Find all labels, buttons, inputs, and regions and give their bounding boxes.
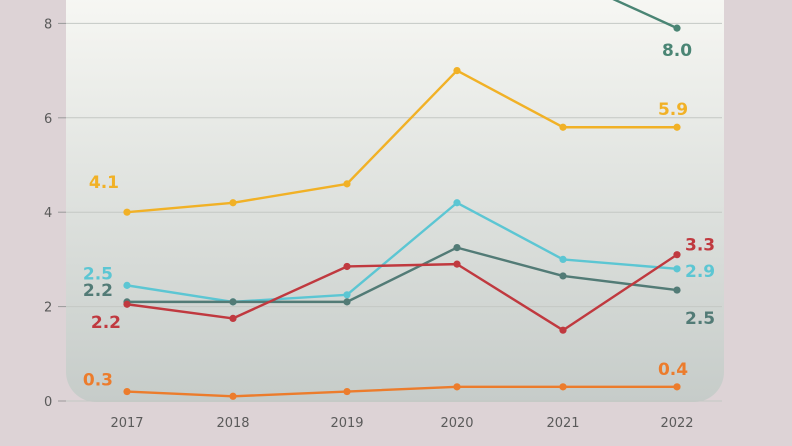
data-label: 0.3 xyxy=(83,371,113,391)
data-point xyxy=(673,265,681,273)
data-point xyxy=(673,251,681,259)
data-point xyxy=(343,180,351,188)
data-label: 2.9 xyxy=(685,262,715,282)
x-tick-label: 2017 xyxy=(110,416,143,431)
data-point xyxy=(673,24,681,32)
data-point xyxy=(123,208,131,216)
data-point xyxy=(559,123,567,131)
data-label: 2.2 xyxy=(83,281,113,301)
data-point xyxy=(559,383,567,391)
data-point xyxy=(343,262,351,271)
data-point xyxy=(343,291,351,299)
data-point xyxy=(123,387,131,396)
series-1: 4.1 5.9 xyxy=(89,67,688,216)
data-point xyxy=(343,387,351,396)
y-tick-label: 0 xyxy=(44,395,52,410)
x-tick-label: 2021 xyxy=(546,416,579,431)
data-point xyxy=(559,255,567,263)
plot-panel xyxy=(66,0,724,402)
x-tick-label: 2018 xyxy=(216,416,249,431)
data-label: 2.5 xyxy=(685,309,715,329)
series-line xyxy=(612,0,678,30)
data-point xyxy=(453,199,461,207)
x-tick-label: 2020 xyxy=(440,416,473,431)
series-line xyxy=(127,246,678,304)
y-tick-label: 6 xyxy=(44,112,52,127)
data-point xyxy=(453,67,461,75)
x-tick-label: 2019 xyxy=(330,416,363,431)
data-point xyxy=(229,298,237,306)
series-4: 2.2 3.3 xyxy=(91,236,715,334)
series-line xyxy=(126,201,678,304)
series-2: 2.5 2.9 xyxy=(83,199,715,306)
data-label: 4.1 xyxy=(89,173,119,193)
series-line xyxy=(126,253,678,332)
data-point xyxy=(453,260,461,268)
data-point xyxy=(559,326,567,334)
data-label: 2.5 xyxy=(83,264,113,284)
y-tick-label: 4 xyxy=(44,206,52,221)
data-point xyxy=(123,281,131,289)
data-point xyxy=(343,298,351,306)
data-point xyxy=(453,244,461,252)
series-line xyxy=(126,385,677,398)
data-label: 3.3 xyxy=(685,236,715,256)
series-line xyxy=(126,69,677,214)
data-label: 2.2 xyxy=(91,313,121,333)
x-tick-label: 2022 xyxy=(660,416,693,431)
data-point xyxy=(673,383,681,391)
data-label: 0.4 xyxy=(658,360,688,380)
data-point xyxy=(229,199,237,207)
data-point xyxy=(673,123,681,131)
y-tick-label: 8 xyxy=(44,17,52,32)
data-point xyxy=(453,383,461,391)
series-0: 8.0 xyxy=(612,0,692,61)
data-point xyxy=(229,314,237,322)
data-label: 5.9 xyxy=(658,100,688,120)
data-point xyxy=(673,286,681,294)
data-point xyxy=(559,272,567,280)
y-tick-label: 2 xyxy=(44,301,52,316)
data-point xyxy=(123,300,131,308)
series-3: 2.22.5 xyxy=(83,244,715,329)
series-5: 0.3 0.4 xyxy=(83,360,688,400)
data-point xyxy=(229,392,237,400)
data-label: 8.0 xyxy=(662,41,692,61)
